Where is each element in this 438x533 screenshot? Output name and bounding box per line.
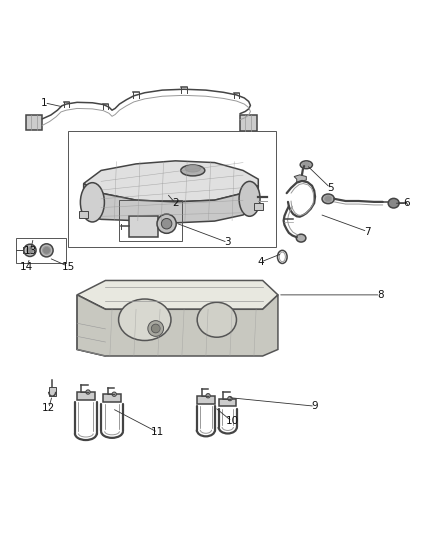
Bar [197,395,215,403]
Text: 4: 4 [257,257,264,267]
Bar [77,392,95,400]
Ellipse shape [325,196,332,202]
Ellipse shape [40,244,53,257]
Ellipse shape [42,246,50,254]
Text: 6: 6 [403,198,410,208]
Circle shape [161,219,172,229]
Polygon shape [77,295,278,356]
Bar [79,211,88,217]
Circle shape [112,392,117,397]
Bar [25,115,42,130]
Text: 9: 9 [312,401,318,411]
Polygon shape [294,175,306,183]
Bar [103,394,121,402]
Polygon shape [84,183,101,220]
Bar [219,399,237,407]
Text: 15: 15 [62,262,75,271]
Polygon shape [84,183,258,223]
Bar [16,238,66,263]
Ellipse shape [300,161,312,169]
Ellipse shape [26,247,33,254]
Text: 10: 10 [226,416,239,426]
Ellipse shape [181,165,205,176]
Ellipse shape [185,165,201,172]
Bar [254,203,263,210]
Ellipse shape [119,299,171,341]
Ellipse shape [322,194,334,204]
Polygon shape [84,161,258,202]
Bar [240,115,257,131]
Bar [119,200,182,241]
Text: 5: 5 [327,183,334,193]
Ellipse shape [388,198,399,208]
Ellipse shape [239,181,260,216]
Text: 12: 12 [42,403,55,414]
Text: 2: 2 [172,198,179,208]
Circle shape [151,324,160,333]
Ellipse shape [24,244,36,256]
Circle shape [148,321,163,336]
Text: 8: 8 [377,290,384,300]
Polygon shape [77,295,106,356]
Text: 1: 1 [41,98,48,108]
Ellipse shape [81,183,104,222]
Ellipse shape [197,302,237,337]
Bar [68,131,276,247]
Circle shape [157,214,176,233]
Text: 7: 7 [364,227,371,237]
Ellipse shape [302,162,310,167]
Text: 11: 11 [151,427,165,438]
Ellipse shape [296,234,306,242]
Polygon shape [77,280,278,309]
Circle shape [206,393,210,398]
Circle shape [86,390,90,394]
Text: 13: 13 [24,246,37,256]
Bar [49,386,56,396]
Text: 14: 14 [20,262,34,271]
Bar [130,216,158,237]
Circle shape [228,397,232,401]
Text: 3: 3 [224,238,231,247]
